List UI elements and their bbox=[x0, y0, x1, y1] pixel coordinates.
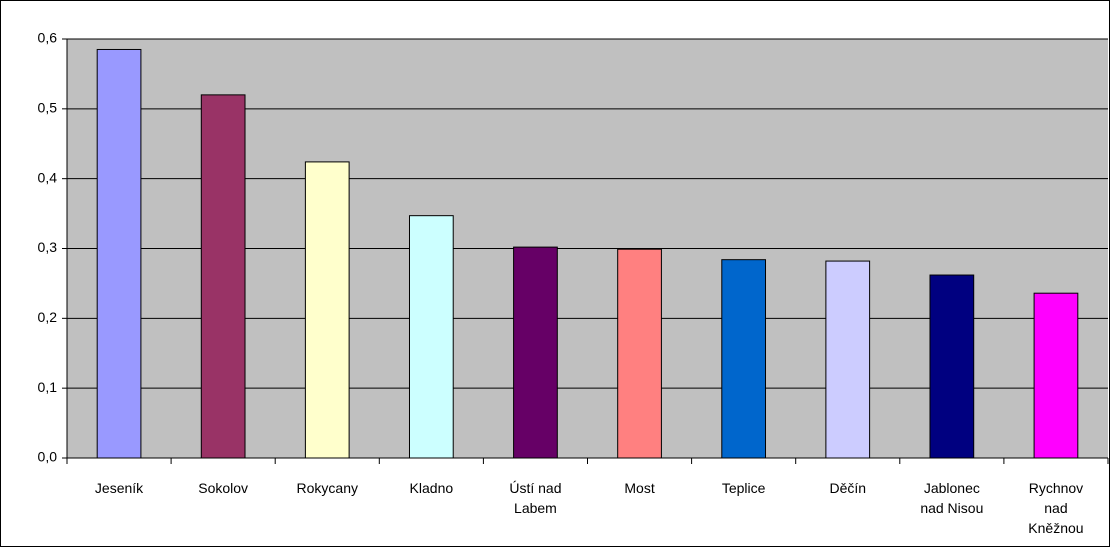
y-tick-label: 0,2 bbox=[38, 309, 58, 325]
bar bbox=[617, 248, 662, 459]
bar bbox=[721, 259, 767, 459]
x-tick-label: Sokolov bbox=[198, 480, 249, 496]
bar bbox=[513, 246, 558, 459]
x-tick-label: Jablonec nad Nisou bbox=[920, 480, 984, 516]
y-tick-label: 0,1 bbox=[38, 379, 58, 395]
y-tick-label: 0,6 bbox=[38, 30, 58, 46]
x-tick-label: Rychnov nad Kněžnou bbox=[1028, 480, 1084, 536]
x-tick-label: Děčín bbox=[829, 480, 867, 496]
x-tick-label: Jeseník bbox=[94, 480, 144, 496]
x-tick-label: Kladno bbox=[409, 480, 454, 496]
bar bbox=[1033, 292, 1079, 459]
bar bbox=[96, 48, 142, 459]
bar bbox=[200, 94, 246, 459]
y-tick-label: 0,5 bbox=[38, 100, 58, 116]
x-tick-label: Most bbox=[624, 480, 655, 496]
x-tick-label: Ústí nad Labem bbox=[509, 480, 562, 516]
bar bbox=[929, 274, 975, 459]
y-tick-label: 0,3 bbox=[38, 239, 58, 255]
bar bbox=[304, 161, 350, 459]
bar bbox=[825, 260, 871, 459]
x-tick-label: Rokycany bbox=[296, 480, 358, 496]
bar bbox=[408, 215, 454, 459]
y-tick-label: 0,4 bbox=[38, 169, 58, 185]
y-tick-label: 0,0 bbox=[38, 449, 58, 465]
x-tick-label: Teplice bbox=[721, 480, 766, 496]
